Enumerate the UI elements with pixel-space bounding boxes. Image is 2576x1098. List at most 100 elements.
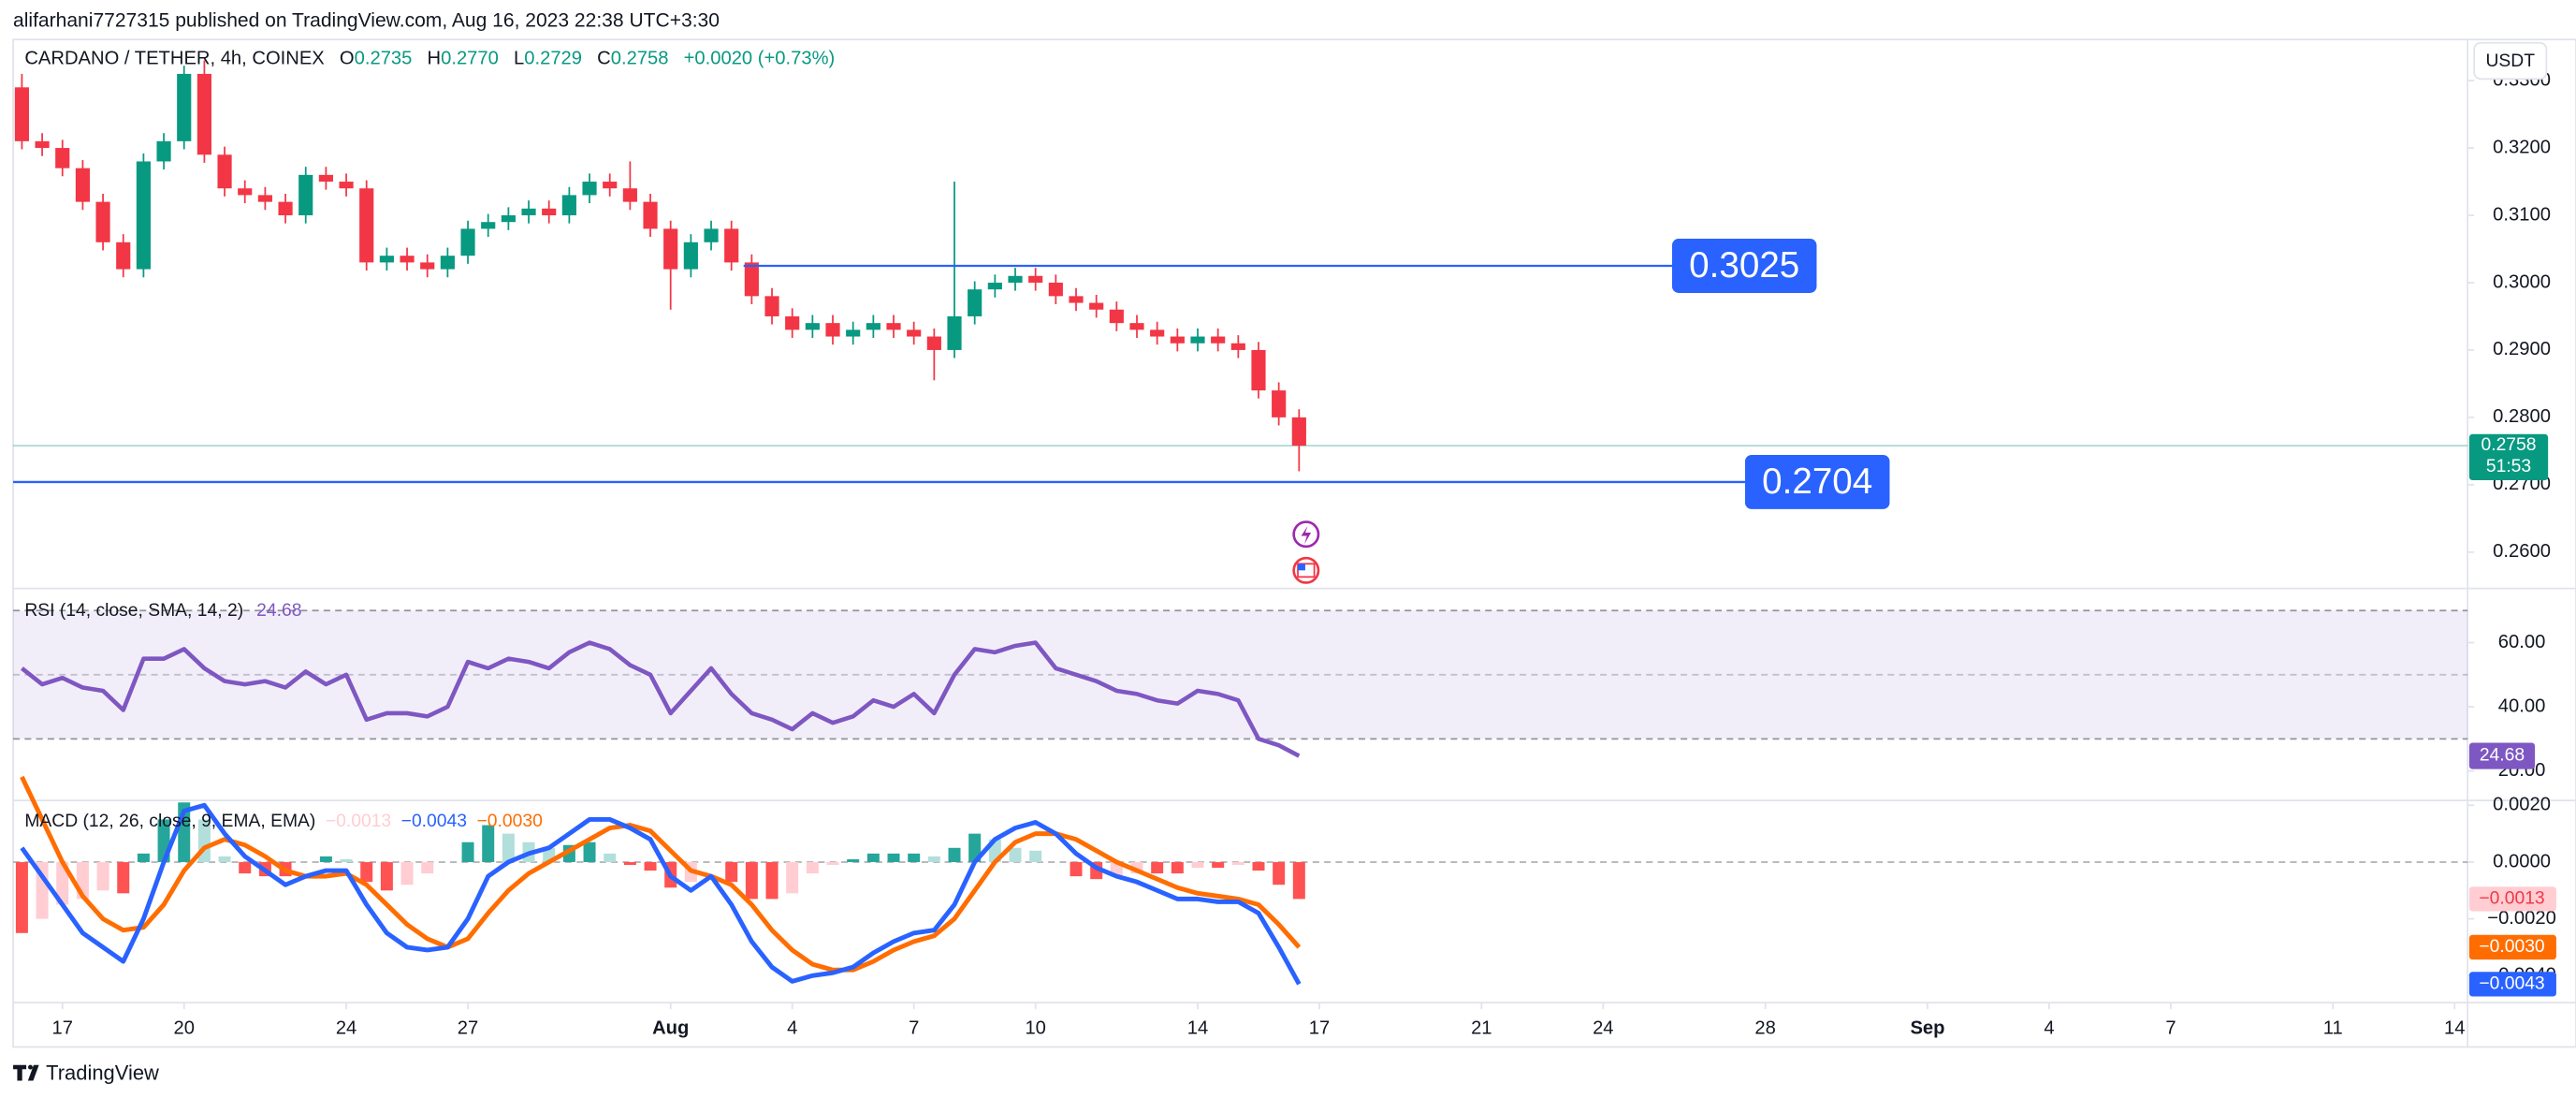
rsi-tag: [2468, 742, 2536, 769]
candle-body: [683, 242, 698, 270]
candle-body: [136, 161, 151, 270]
candle-body: [643, 201, 658, 229]
histogram-bar: [583, 842, 596, 862]
x-tick-label: 21: [1471, 1018, 1492, 1039]
level-label: 0.3025: [1689, 245, 1799, 285]
x-tick-label: 24: [1593, 1018, 1613, 1039]
x-tick-label: 14: [2444, 1018, 2465, 1039]
candle-body: [704, 228, 719, 242]
candle-body: [846, 329, 861, 337]
candle-body: [1048, 282, 1063, 297]
symbol-header: CARDANO / TETHER, 4h, COINEX O0.2735 H0.…: [24, 49, 835, 69]
x-tick-label: 10: [1025, 1018, 1045, 1039]
candle-body: [987, 282, 1002, 290]
x-tick-label: 14: [1187, 1018, 1208, 1039]
histogram-bar: [319, 856, 332, 862]
histogram-bar: [36, 861, 49, 919]
histogram-bar: [765, 861, 779, 900]
candle-body: [926, 336, 941, 350]
brand-logo[interactable]: [13, 1064, 39, 1081]
histogram-bar: [117, 861, 130, 894]
candle-body: [257, 195, 272, 202]
y-tick-label: 0.3000: [2493, 271, 2551, 292]
candle-body: [14, 87, 29, 141]
histogram-bar: [239, 861, 252, 874]
macd-title: MACD (12, 26, close, 9, EMA, EMA): [24, 812, 315, 831]
ohlc-key: C: [597, 49, 611, 69]
x-tick-label: 4: [787, 1018, 797, 1039]
macd-tag-label: −0.0043: [2479, 974, 2544, 993]
candle-body: [663, 228, 678, 270]
candle-body: [177, 73, 192, 141]
currency-button[interactable]: USDT: [2473, 41, 2548, 81]
candle-body: [440, 256, 455, 270]
y-tick-label: 0.2800: [2493, 406, 2551, 427]
candle-body: [1109, 309, 1124, 324]
x-tick-label: 4: [2044, 1018, 2054, 1039]
candle-body: [561, 195, 576, 216]
candle-body: [1291, 417, 1306, 447]
histogram-bar: [1191, 861, 1204, 869]
histogram-bar: [927, 856, 940, 862]
x-tick-label: 17: [52, 1018, 73, 1039]
x-tick-label: 20: [173, 1018, 194, 1039]
level-label: 0.2704: [1762, 461, 1872, 502]
histogram-bar: [502, 833, 515, 862]
candle-body: [1069, 296, 1084, 303]
candle-body: [521, 208, 536, 216]
rsi-tag-label: 24.68: [2480, 746, 2525, 766]
x-tick-label: 27: [458, 1018, 478, 1039]
histogram-bar: [360, 861, 373, 883]
x-tick-label: 7: [2165, 1018, 2176, 1039]
candle-body: [886, 323, 901, 330]
candle-body: [420, 262, 435, 270]
candle-body: [318, 174, 333, 183]
candle-body: [1089, 302, 1104, 310]
candle-body: [622, 188, 637, 202]
candle-body: [805, 323, 820, 330]
flag-glyph: [1298, 564, 1305, 571]
macd-legend: MACD (12, 26, close, 9, EMA, EMA) −0.0013…: [24, 812, 542, 831]
y-tick-label: 40.00: [2498, 695, 2546, 716]
histogram-bar: [1070, 861, 1083, 877]
candle-body: [238, 188, 253, 196]
histogram-bar: [340, 858, 353, 862]
candle-body: [1230, 343, 1245, 350]
histogram-bar: [887, 853, 900, 862]
histogram-bar: [380, 861, 393, 891]
brand[interactable]: TradingView: [13, 1061, 159, 1084]
candle-body: [603, 182, 618, 189]
macd-tag: [2468, 972, 2556, 997]
candle-body: [116, 242, 131, 270]
rsi-legend: RSI (14, close, SMA, 14, 2) 24.68: [24, 601, 301, 621]
histogram-bar: [137, 853, 150, 862]
ohlc-key: L: [514, 49, 524, 69]
histogram-bar: [1231, 861, 1244, 865]
histogram-bar: [1252, 861, 1265, 871]
histogram-bar: [866, 853, 880, 862]
ohlc-value: 0.2770: [441, 49, 499, 69]
histogram-bar: [725, 861, 738, 883]
event-icons[interactable]: [1292, 520, 1320, 584]
currency[interactable]: USDT: [2486, 51, 2536, 71]
histogram-legend-value: −0.0013: [326, 812, 391, 831]
x-tick-label: 7: [909, 1018, 919, 1039]
candle-body: [481, 222, 496, 229]
brand-logo-dot: [28, 1064, 33, 1070]
histogram-bar: [908, 853, 921, 862]
last-price-tag: [2468, 433, 2549, 480]
candle-body: [1170, 336, 1185, 344]
histogram-bar: [1029, 850, 1042, 862]
symbol: CARDANO / TETHER, 4h, COINEX: [24, 49, 325, 69]
histogram-bar: [826, 861, 839, 865]
candle-body: [907, 329, 922, 337]
histogram-bar: [623, 861, 636, 865]
last-price-tag-label: 0.2758: [2481, 435, 2536, 455]
currency-button-box[interactable]: [2473, 41, 2548, 81]
histogram-bar: [1151, 861, 1164, 874]
brand-name[interactable]: TradingView: [46, 1061, 159, 1084]
histogram-bar: [421, 861, 434, 874]
x-tick-label: 17: [1309, 1018, 1330, 1039]
histogram-bar: [745, 861, 758, 900]
x-tick-label: Sep: [1910, 1018, 1944, 1039]
